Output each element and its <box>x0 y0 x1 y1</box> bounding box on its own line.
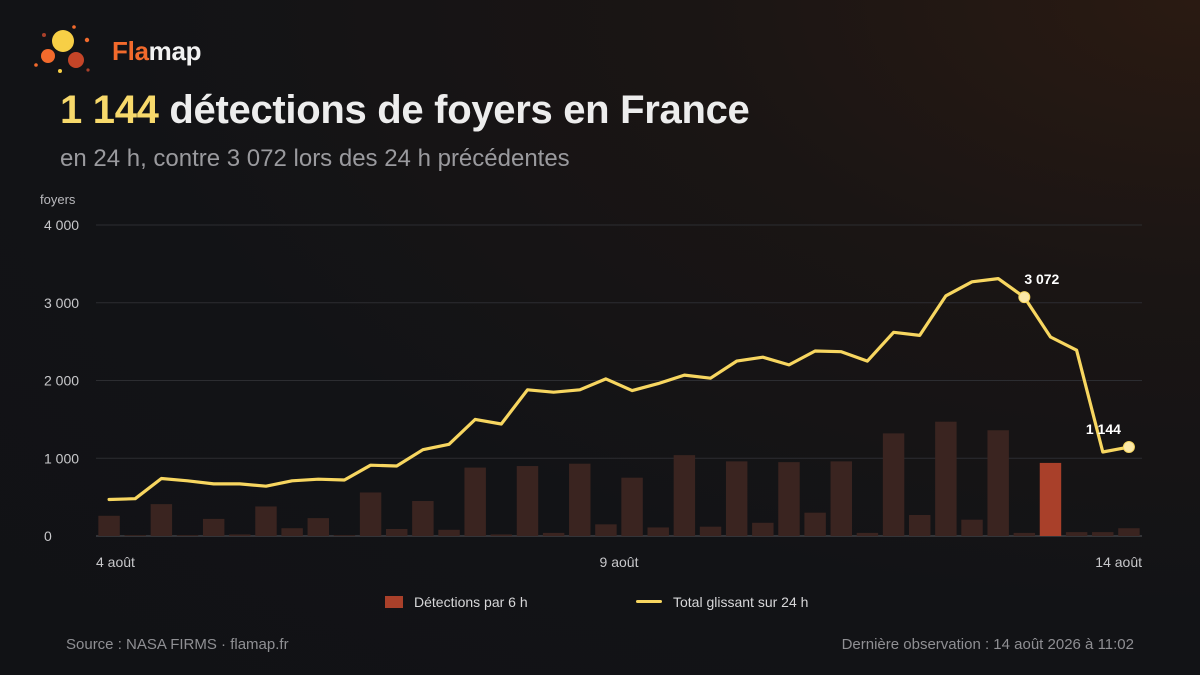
brand-name: Flamap <box>112 36 202 67</box>
y-tick-label: 0 <box>44 528 52 544</box>
bar <box>542 532 565 536</box>
bar <box>150 504 173 536</box>
source-note: Source : NASA FIRMS · flamap.fr <box>66 636 289 653</box>
flamap-logo-icon <box>34 25 90 73</box>
brand[interactable]: Flamap <box>30 22 250 78</box>
legend-label-bars: Détections par 6 h <box>414 594 528 610</box>
bar <box>882 433 905 536</box>
bar <box>255 506 277 536</box>
bar <box>569 463 591 536</box>
bar <box>1039 462 1062 536</box>
brand-name-part2: map <box>148 36 202 66</box>
legend-item-bars[interactable]: Détections par 6 h <box>385 594 528 610</box>
bar <box>621 477 643 536</box>
bar <box>412 501 434 536</box>
bar <box>386 529 408 536</box>
bar <box>673 455 696 536</box>
y-tick-label: 4 000 <box>44 217 79 233</box>
bar <box>778 462 800 536</box>
bar <box>961 519 983 536</box>
bar <box>281 528 303 536</box>
last-observation: Dernière observation : 14 août 2026 à 11… <box>841 636 1134 653</box>
bar <box>490 534 513 536</box>
title-highlight: 1 144 <box>60 88 159 132</box>
x-tick-label: 14 août <box>1095 554 1142 570</box>
bar <box>1013 532 1036 536</box>
bar <box>804 512 826 536</box>
bar <box>595 524 617 536</box>
title-rest: détections de foyers en France <box>158 88 750 132</box>
x-tick-label: 4 août <box>96 554 135 570</box>
annotation-point <box>1122 441 1135 454</box>
bar <box>935 421 957 536</box>
bar <box>307 518 329 536</box>
bar <box>1118 528 1140 536</box>
brand-name-part1: Fla <box>112 36 149 66</box>
bar <box>909 515 931 536</box>
bar <box>830 461 852 536</box>
bar <box>725 461 748 536</box>
bar <box>359 492 382 536</box>
bar <box>202 518 225 536</box>
bar <box>98 515 120 536</box>
y-axis-label: foyers <box>40 192 76 207</box>
bar <box>987 430 1009 536</box>
y-tick-label: 3 000 <box>44 295 79 311</box>
legend-item-line[interactable]: Total glissant sur 24 h <box>636 594 808 610</box>
bar <box>516 466 539 536</box>
bar <box>1092 532 1114 536</box>
bar <box>1065 532 1088 536</box>
legend-swatch-bars <box>385 596 403 608</box>
bar <box>333 535 356 536</box>
annotation-point <box>1018 291 1031 304</box>
bar <box>176 535 199 536</box>
bar <box>464 467 486 536</box>
bar <box>124 535 146 536</box>
annotation-label: 1 144 <box>1086 421 1121 437</box>
x-tick-label: 9 août <box>600 554 639 570</box>
rolling-total-line <box>107 276 1131 502</box>
legend-label-line: Total glissant sur 24 h <box>673 594 809 610</box>
bar <box>438 529 460 536</box>
legend-swatch-line <box>636 600 662 603</box>
bar <box>647 527 669 536</box>
bar <box>229 534 251 536</box>
bar <box>752 522 774 536</box>
bar <box>699 526 722 536</box>
chart: foyers 0 1 000 2 000 3 000 4 000 3 072 1 144 4 a… <box>40 192 1142 570</box>
annotation-label: 3 072 <box>1024 271 1059 287</box>
page-subtitle: en 24 h, contre 3 072 lors des 24 h préc… <box>60 145 570 172</box>
page-title: 1 144 détections de foyers en France <box>60 88 750 133</box>
y-tick-label: 1 000 <box>44 450 79 466</box>
y-tick-label: 2 000 <box>44 373 79 389</box>
bar <box>856 532 879 536</box>
